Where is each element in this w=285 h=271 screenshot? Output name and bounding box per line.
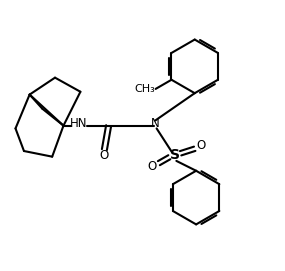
- Text: CH₃: CH₃: [135, 84, 156, 94]
- Text: O: O: [197, 140, 206, 153]
- Text: N: N: [151, 117, 160, 130]
- Text: O: O: [100, 149, 109, 162]
- Text: O: O: [148, 160, 157, 173]
- Text: S: S: [170, 148, 180, 162]
- Text: HN: HN: [70, 117, 88, 130]
